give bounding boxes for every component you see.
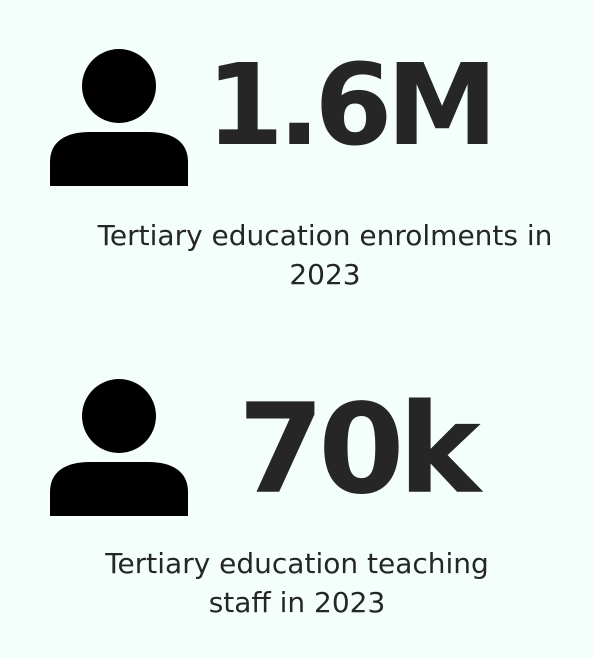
person-icon [50,48,188,186]
stat-caption: Tertiary education enrolments in 2023 [97,219,553,291]
stat-teaching-staff: 70k Tertiary education teaching staff in… [0,330,594,658]
stat-caption: Tertiary education teaching staff in 202… [105,547,489,619]
stat-enrolments: 1.6M Tertiary education enrolments in 20… [50,41,553,291]
person-icon [50,378,188,516]
stat-value: 70k [238,378,481,522]
stat-value: 1.6M [206,41,498,171]
